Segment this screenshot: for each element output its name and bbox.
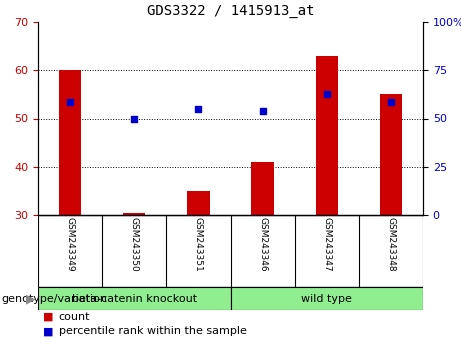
Point — [130, 116, 138, 121]
Text: GSM243351: GSM243351 — [194, 217, 203, 272]
Text: ■: ■ — [42, 312, 53, 322]
Bar — [59, 70, 81, 215]
Bar — [251, 162, 274, 215]
Text: GSM243346: GSM243346 — [258, 217, 267, 272]
Text: count: count — [59, 312, 90, 322]
Text: beta-catenin knockout: beta-catenin knockout — [72, 293, 197, 303]
Text: wild type: wild type — [301, 293, 352, 303]
FancyBboxPatch shape — [230, 287, 423, 310]
Bar — [187, 191, 210, 215]
Point — [66, 99, 74, 104]
FancyBboxPatch shape — [38, 287, 230, 310]
Text: ▶: ▶ — [26, 292, 35, 305]
Bar — [123, 213, 146, 215]
Text: percentile rank within the sample: percentile rank within the sample — [59, 326, 247, 336]
Point — [323, 92, 331, 97]
Point — [195, 106, 202, 112]
Bar — [315, 56, 338, 215]
Text: GSM243349: GSM243349 — [65, 217, 75, 272]
Text: GSM243350: GSM243350 — [130, 217, 139, 272]
Text: genotype/variation: genotype/variation — [1, 293, 107, 303]
Text: GSM243347: GSM243347 — [322, 217, 331, 272]
Text: GDS3322 / 1415913_at: GDS3322 / 1415913_at — [147, 4, 314, 18]
Text: GSM243348: GSM243348 — [386, 217, 396, 272]
Bar — [380, 95, 402, 215]
Point — [387, 99, 395, 104]
Text: ■: ■ — [42, 326, 53, 336]
Point — [259, 108, 266, 114]
